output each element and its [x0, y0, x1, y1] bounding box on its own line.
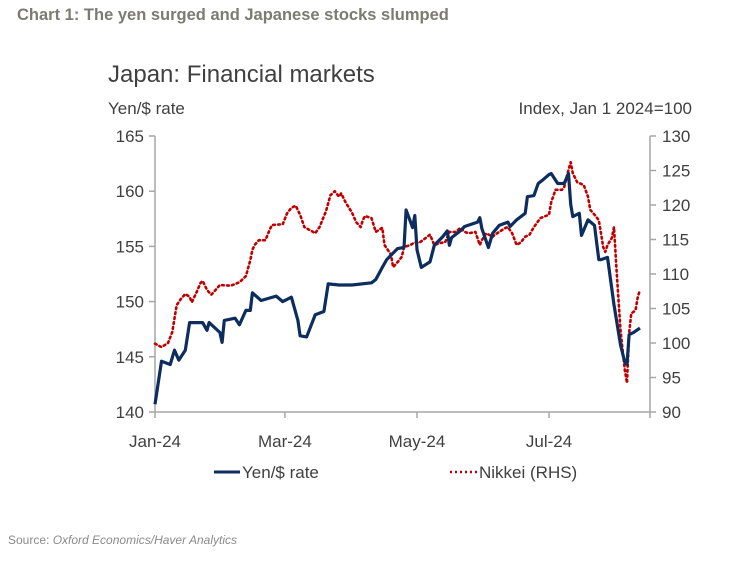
nikkei-series-line	[153, 160, 642, 385]
y-tick-label: 145	[116, 348, 144, 367]
x-tick-label: Mar-24	[258, 432, 312, 451]
y2-tick-label: 125	[662, 162, 690, 181]
y2-tick-label: 115	[662, 231, 689, 250]
y-tick-label: 150	[116, 293, 144, 312]
y2-tick-label: 100	[662, 334, 690, 353]
y2-tick-label: 130	[662, 127, 690, 146]
source-label: Source:	[8, 533, 50, 547]
source-text: Oxford Economics/Haver Analytics	[52, 533, 237, 547]
legend-label-nikkei: Nikkei (RHS)	[479, 463, 577, 482]
y-tick-label: 160	[116, 182, 144, 201]
source-note: Source: Oxford Economics/Haver Analytics	[8, 533, 237, 547]
y-tick-label: 155	[116, 237, 144, 256]
y2-tick-label: 105	[662, 300, 690, 319]
y2-tick-label: 110	[662, 265, 689, 284]
y-tick-label: 165	[116, 127, 144, 146]
x-tick-label: Jan-24	[129, 432, 181, 451]
chart-title: Japan: Financial markets	[108, 61, 375, 88]
legend: Yen/$ rate Nikkei (RHS)	[214, 463, 577, 482]
legend-label-yen: Yen/$ rate	[242, 463, 319, 482]
x-tick-label: Jul-24	[526, 432, 572, 451]
y2-tick-label: 95	[662, 369, 681, 388]
x-tick-label: May-24	[389, 432, 446, 451]
y2-axis-label: Index, Jan 1 2024=100	[519, 99, 692, 118]
figure-caption: Chart 1: The yen surged and Japanese sto…	[17, 6, 449, 24]
y2-tick-label: 90	[662, 403, 681, 422]
y2-tick-label: 120	[662, 196, 690, 215]
y-axis-label: Yen/$ rate	[108, 99, 185, 118]
y-tick-label: 140	[116, 403, 144, 422]
yen-series-line	[153, 171, 641, 405]
